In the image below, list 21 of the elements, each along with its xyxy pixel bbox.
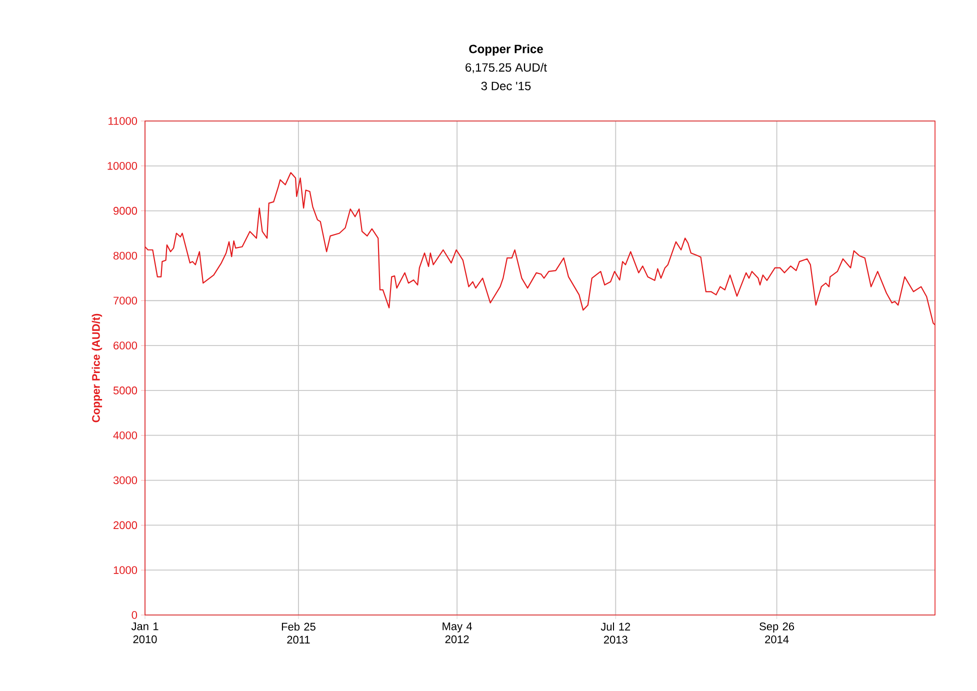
y-tick-label: 4000 (113, 431, 138, 440)
y-tick-label: 2000 (114, 521, 138, 530)
chart-title: Copper Price (469, 44, 543, 56)
x-tick-label: May 4 2012 (442, 622, 472, 644)
x-tick-label: Sep 26 2014 (760, 622, 794, 644)
y-tick-label: 11000 (108, 117, 138, 125)
chart-subtitle: 6,175.25 AUD/t (466, 62, 547, 74)
y-tick-label: 9000 (114, 206, 138, 215)
x-tick-label: Jul 12 2013 (600, 622, 630, 644)
y-axis-title: Copper Price (AUD/t) (92, 314, 102, 422)
y-tick-label: 6000 (114, 342, 138, 350)
y-tick-label: 5000 (113, 386, 138, 394)
y-tick-label: 0 (132, 611, 138, 619)
y-tick-label: 7000 (114, 296, 138, 305)
y-tick-label: 1000 (114, 566, 138, 574)
x-tick-label: Feb 25 2011 (282, 622, 316, 644)
text: 3 Dec '15 (481, 82, 531, 90)
y-tick-label: 10000 (108, 162, 138, 170)
y-tick-label: 3000 (113, 476, 138, 484)
y-tick-label: 8000 (113, 252, 138, 260)
x-tick-label: Jan 1 2010 (131, 622, 158, 644)
